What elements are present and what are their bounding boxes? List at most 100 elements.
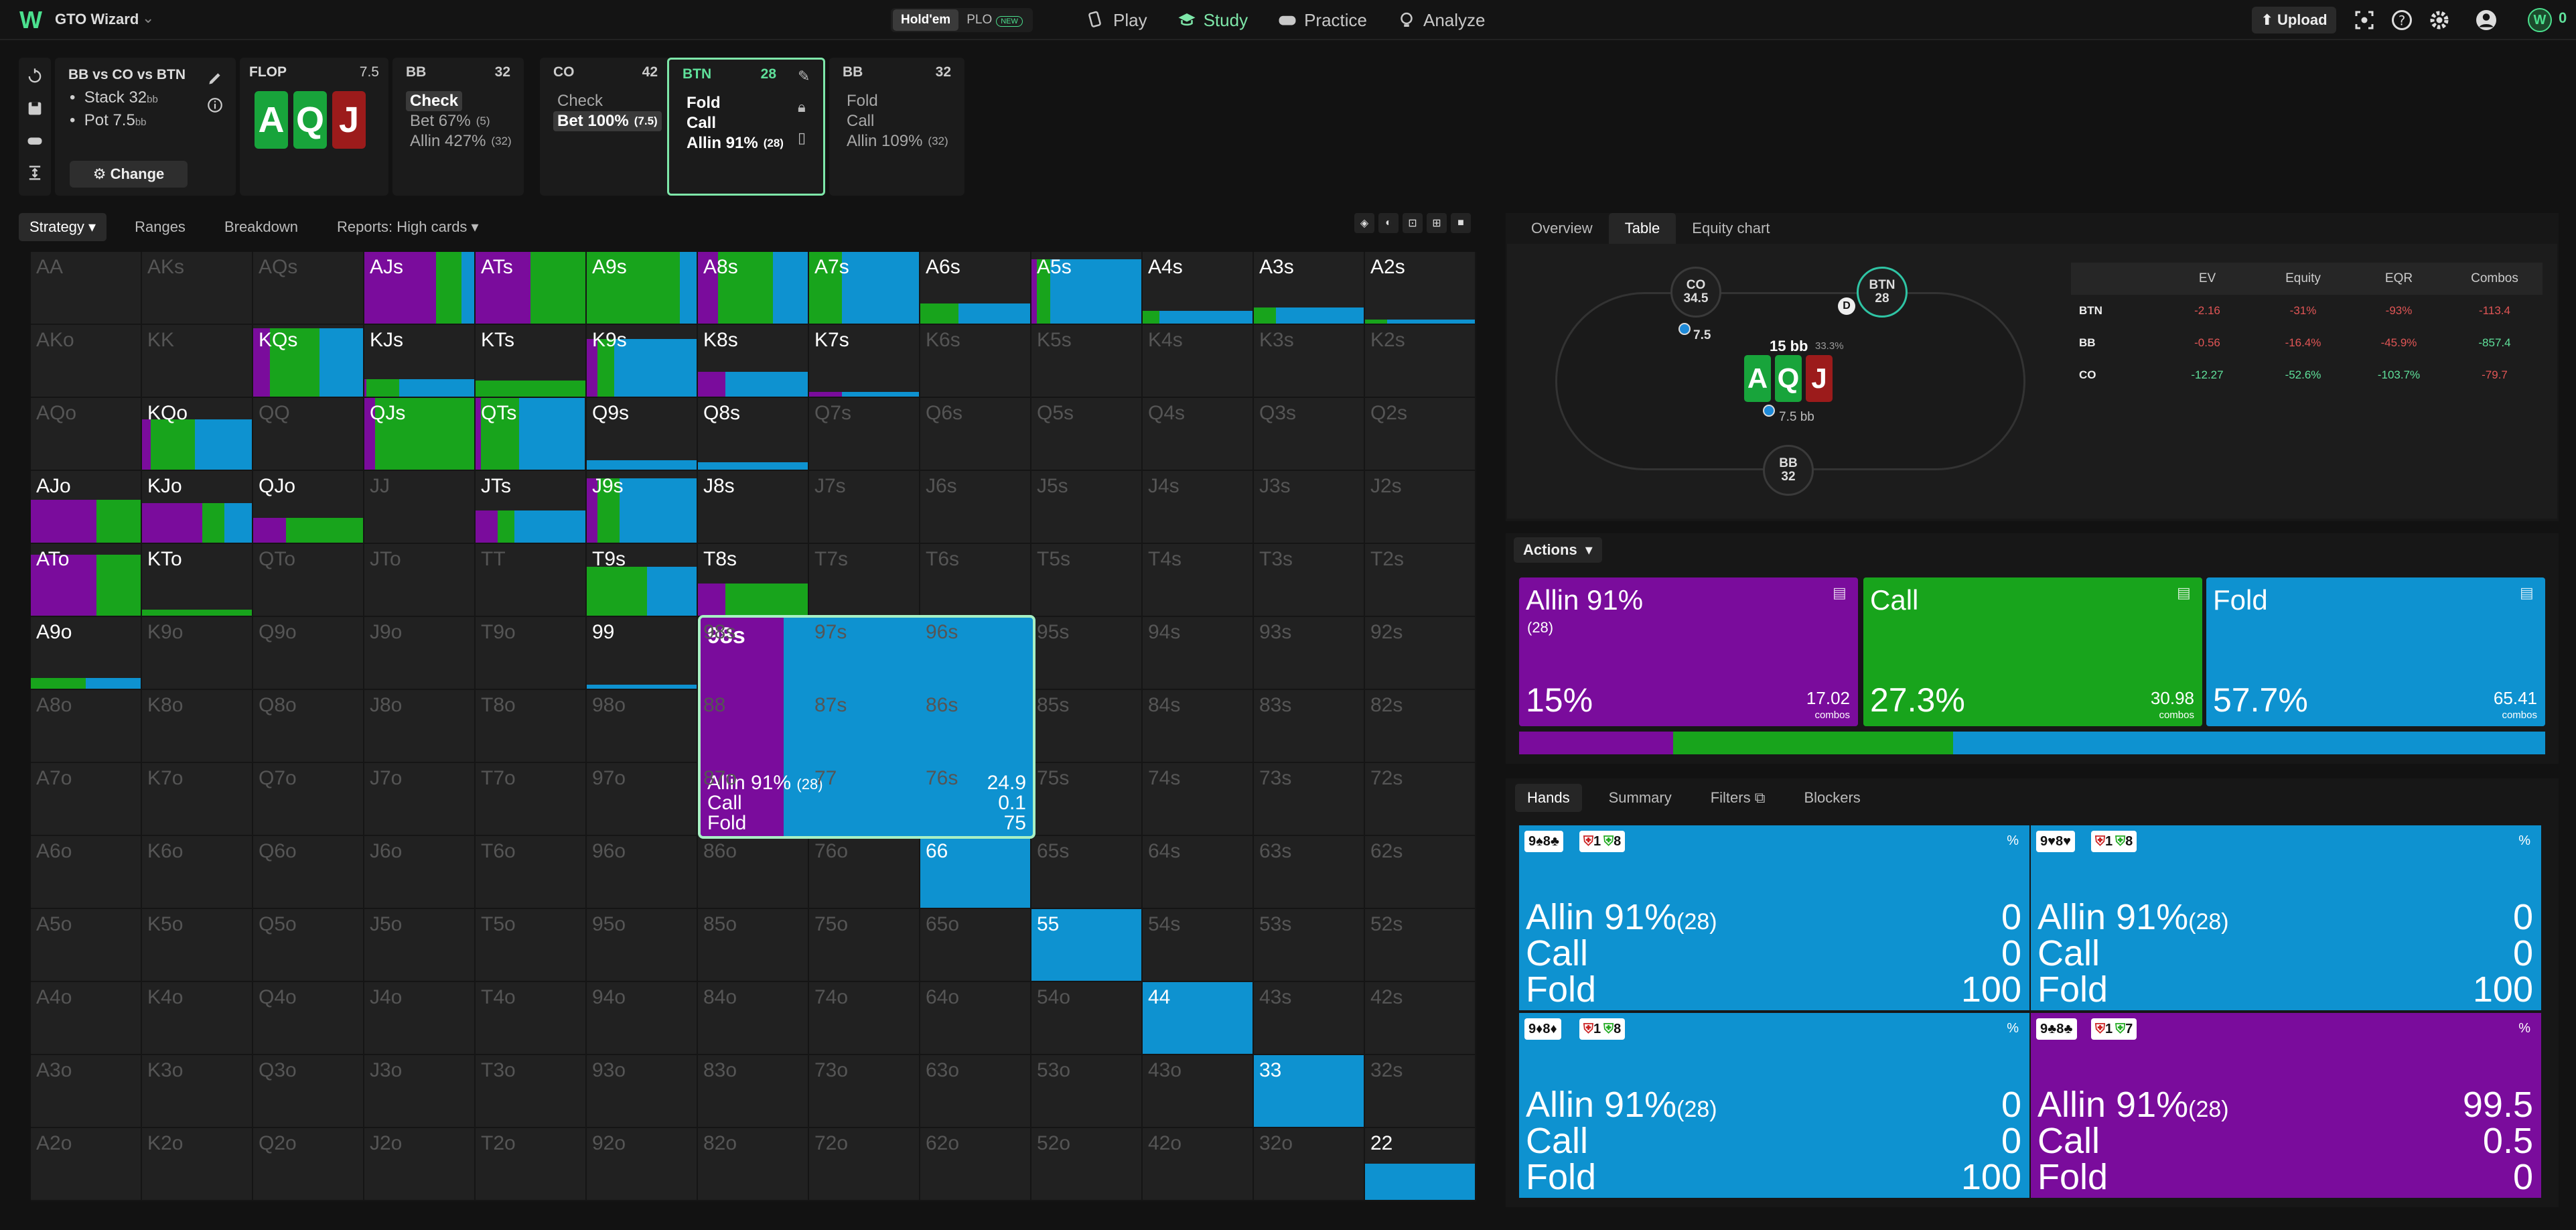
hand-cell-K5s[interactable]: K5s (1031, 325, 1143, 398)
hand-cell-J4o[interactable]: J4o (364, 982, 476, 1055)
hand-cell-K6o[interactable]: K6o (142, 836, 253, 909)
hand-cell-K9o[interactable]: K9o (142, 617, 253, 690)
hand-cell-33[interactable]: 33 (1254, 1055, 1365, 1128)
hand-cell-95o[interactable]: 95o (587, 909, 698, 982)
hand-cell-94s[interactable]: 94s (1143, 617, 1254, 690)
hand-cell-J5o[interactable]: J5o (364, 909, 476, 982)
gear-icon[interactable] (2427, 8, 2451, 32)
tab-hands[interactable]: Hands (1515, 784, 1582, 812)
view-contrast-icon[interactable]: ◐ (1378, 213, 1399, 233)
hand-cell-64o[interactable]: 64o (920, 982, 1031, 1055)
hand-cell-66[interactable]: 66 (920, 836, 1031, 909)
hand-cell-AA[interactable]: AA (31, 252, 142, 325)
hand-cell-55[interactable]: 55 (1031, 909, 1143, 982)
upload-button[interactable]: ⬆ Upload (2252, 7, 2336, 33)
hand-cell-JTo[interactable]: JTo (364, 544, 476, 617)
node-action[interactable]: Bet 100% (7.5) (553, 111, 662, 131)
hand-cell-Q8s[interactable]: Q8s (698, 398, 809, 471)
hand-cell-K2s[interactable]: K2s (1365, 325, 1476, 398)
hand-cell-72s[interactable]: 72s (1365, 763, 1476, 836)
node-action[interactable]: Call (843, 111, 878, 131)
nav-analyze[interactable]: Analyze (1382, 0, 1500, 40)
hand-cell-KQo[interactable]: KQo (142, 398, 253, 471)
view-full-icon[interactable]: ■ (1451, 213, 1471, 233)
gamepad-icon[interactable] (25, 131, 44, 150)
pencil-icon[interactable]: ✎ (798, 68, 810, 84)
tab-ranges[interactable]: Ranges (135, 218, 186, 235)
lock-icon[interactable]: 🔒︎ (798, 98, 806, 115)
hand-cell-T9s[interactable]: T9s (587, 544, 698, 617)
hand-cell-54o[interactable]: 54o (1031, 982, 1143, 1055)
hand-cell-43s[interactable]: 43s (1254, 982, 1365, 1055)
hand-cell-74o[interactable]: 74o (809, 982, 920, 1055)
tab-filters[interactable]: Filters ⧉ (1699, 784, 1778, 812)
hand-cell-A4s[interactable]: A4s (1143, 252, 1254, 325)
hand-cell-T5s[interactable]: T5s (1031, 544, 1143, 617)
nav-study[interactable]: Study (1162, 0, 1263, 40)
hand-cell-T2o[interactable]: T2o (476, 1128, 587, 1201)
hand-cell-ATs[interactable]: ATs (476, 252, 587, 325)
hand-cell-J9s[interactable]: J9s (587, 471, 698, 544)
hand-cell-AKo[interactable]: AKo (31, 325, 142, 398)
hand-cell-73o[interactable]: 73o (809, 1055, 920, 1128)
hand-cell-97o[interactable]: 97o (587, 763, 698, 836)
percent-toggle[interactable]: % (2518, 833, 2530, 848)
hand-cell-Q9o[interactable]: Q9o (253, 617, 364, 690)
hand-cell-K7s[interactable]: K7s (809, 325, 920, 398)
seat-co[interactable]: CO 34.5 (1670, 267, 1721, 318)
coin-icon[interactable]: W (2528, 8, 2552, 32)
hand-cell-T7s[interactable]: T7s (809, 544, 920, 617)
hand-cell-53o[interactable]: 53o (1031, 1055, 1143, 1128)
hand-cell-72o[interactable]: 72o (809, 1128, 920, 1201)
action-box-call[interactable]: Call 27.3% 30.98 combos ▤ (1863, 577, 2202, 726)
hand-cell-93o[interactable]: 93o (587, 1055, 698, 1128)
hand-cell-63s[interactable]: 63s (1254, 836, 1365, 909)
nav-play[interactable]: Play (1072, 0, 1162, 40)
hand-cell-T6s[interactable]: T6s (920, 544, 1031, 617)
hand-cell-J6o[interactable]: J6o (364, 836, 476, 909)
hand-cell-A2o[interactable]: A2o (31, 1128, 142, 1201)
hand-cell-T4o[interactable]: T4o (476, 982, 587, 1055)
hand-card[interactable]: 9♥8♥ ⛨ 1 ⛨ 8% Allin 91%(28) 0 Call 0 Fold 100 (2031, 825, 2541, 1010)
hand-cell-J6s[interactable]: J6s (920, 471, 1031, 544)
percent-toggle[interactable]: % (2007, 833, 2019, 848)
hand-cell-K2o[interactable]: K2o (142, 1128, 253, 1201)
hand-cell-94o[interactable]: 94o (587, 982, 698, 1055)
hand-cell-T8s[interactable]: T8s (698, 544, 809, 617)
hand-cell-A9s[interactable]: A9s (587, 252, 698, 325)
hand-cell-62s[interactable]: 62s (1365, 836, 1476, 909)
hand-cell-Q2s[interactable]: Q2s (1365, 398, 1476, 471)
hand-cell-K9s[interactable]: K9s (587, 325, 698, 398)
brand-name[interactable]: GTO Wizard (55, 11, 139, 27)
hand-cell-JJ[interactable]: JJ (364, 471, 476, 544)
node-action[interactable]: Fold (683, 93, 725, 113)
node-action[interactable]: Check (553, 91, 607, 111)
hand-cell-A4o[interactable]: A4o (31, 982, 142, 1055)
hand-cell-52o[interactable]: 52o (1031, 1128, 1143, 1201)
hand-cell-85s[interactable]: 85s (1031, 690, 1143, 763)
hand-cell-42s[interactable]: 42s (1365, 982, 1476, 1055)
hand-cell-63o[interactable]: 63o (920, 1055, 1031, 1128)
hand-cell-J3o[interactable]: J3o (364, 1055, 476, 1128)
hand-cell-A7s[interactable]: A7s (809, 252, 920, 325)
hand-cell-93s[interactable]: 93s (1254, 617, 1365, 690)
hand-cell-75o[interactable]: 75o (809, 909, 920, 982)
hand-cell-42o[interactable]: 42o (1143, 1128, 1254, 1201)
hand-cell-J8s[interactable]: J8s (698, 471, 809, 544)
hand-cell-76o[interactable]: 76o (809, 836, 920, 909)
hand-cell-A6s[interactable]: A6s (920, 252, 1031, 325)
hand-cell-82s[interactable]: 82s (1365, 690, 1476, 763)
hand-cell-T3s[interactable]: T3s (1254, 544, 1365, 617)
node-btn-2[interactable]: BTN 28 Fold Call Allin 91% (28) ✎ 🔒︎ ▯ (667, 58, 825, 196)
hand-cell-T3o[interactable]: T3o (476, 1055, 587, 1128)
node-action[interactable]: Fold (843, 91, 882, 111)
hand-cell-KK[interactable]: KK (142, 325, 253, 398)
hand-cell-99[interactable]: 99 (587, 617, 698, 690)
reset-icon[interactable] (25, 67, 44, 86)
node-action[interactable]: Check (406, 91, 463, 111)
hand-cell-QJs[interactable]: QJs (364, 398, 476, 471)
hand-cell-Q3o[interactable]: Q3o (253, 1055, 364, 1128)
hand-cell-T8o[interactable]: T8o (476, 690, 587, 763)
tab-strategy[interactable]: Strategy ▾ (19, 213, 107, 241)
list-icon[interactable]: ▤ (2177, 584, 2191, 601)
